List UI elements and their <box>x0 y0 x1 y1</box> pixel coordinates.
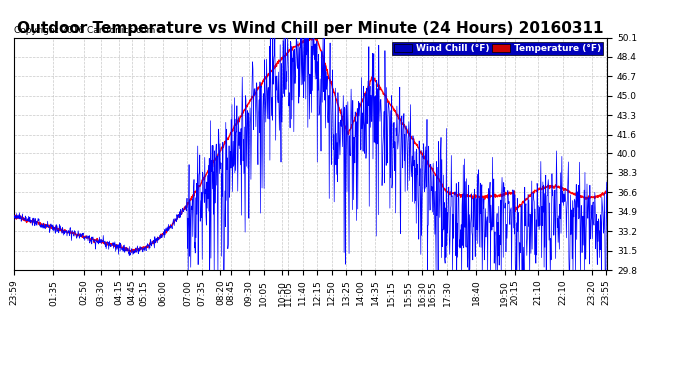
Title: Outdoor Temperature vs Wind Chill per Minute (24 Hours) 20160311: Outdoor Temperature vs Wind Chill per Mi… <box>17 21 604 36</box>
Legend: Wind Chill (°F), Temperature (°F): Wind Chill (°F), Temperature (°F) <box>393 42 602 55</box>
Text: Copyright 2016 Cartronics.com: Copyright 2016 Cartronics.com <box>14 26 155 35</box>
